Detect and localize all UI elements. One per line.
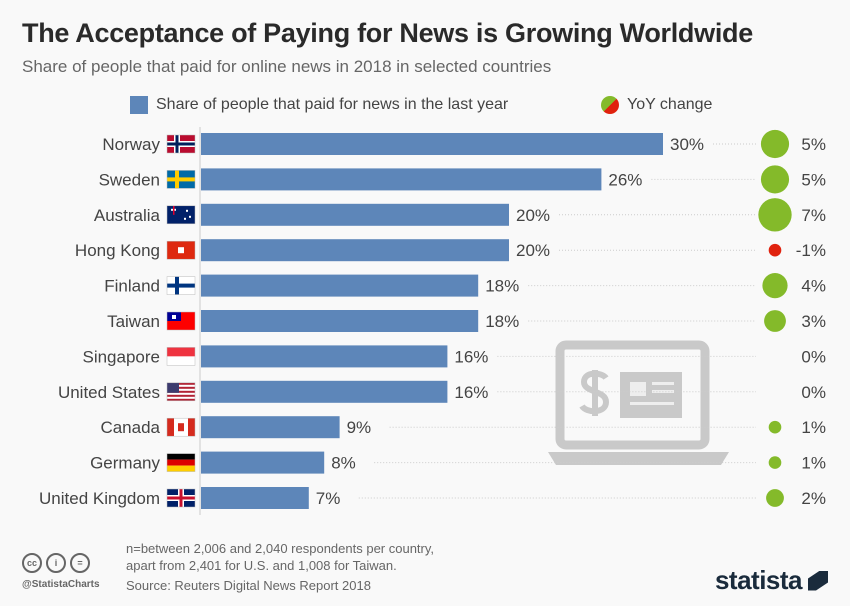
legend-swatch	[130, 96, 148, 114]
bar	[201, 487, 309, 509]
bar-value-label: 8%	[331, 454, 356, 473]
logo-mark-icon	[808, 570, 828, 591]
bar-value-label: 18%	[485, 277, 519, 296]
yoy-label: 1%	[801, 418, 826, 437]
legend-bubbles: YoY change	[601, 96, 712, 114]
legend-bubbles-label: YoY change	[627, 96, 713, 113]
bar-value-label: 16%	[454, 347, 488, 366]
category-label: Sweden	[99, 170, 160, 189]
bar-value-label: 26%	[608, 170, 642, 189]
row-hong-kong: Hong Kong 20% -1%	[75, 239, 826, 262]
bar	[201, 168, 602, 191]
category-label: Norway	[102, 135, 160, 154]
bar-value-label: 20%	[516, 206, 550, 225]
row-germany: Germany 8% 1%	[90, 451, 826, 474]
row-singapore: Singapore 16% 0%	[82, 345, 826, 368]
yoy-label: 0%	[801, 347, 826, 366]
bar	[201, 274, 479, 297]
row-australia: Australia 20% 7%	[94, 198, 826, 232]
flag-icon	[166, 417, 196, 437]
by-icon: i	[46, 553, 66, 573]
flag-icon	[166, 453, 196, 472]
nd-icon: =	[70, 553, 90, 573]
chart-title: The Acceptance of Paying for News is Gro…	[22, 18, 753, 48]
flag-icon	[166, 205, 196, 225]
yoy-label: 0%	[801, 383, 826, 402]
license-icons: cc i =	[22, 553, 90, 573]
bar	[201, 416, 340, 439]
category-label: Canada	[100, 418, 160, 437]
bar-value-label: 7%	[316, 489, 341, 508]
row-canada: Canada 9% 1%	[100, 416, 826, 439]
category-label: Germany	[90, 454, 160, 473]
flag-icon	[166, 488, 196, 508]
bar	[201, 451, 325, 474]
category-label: Singapore	[82, 347, 160, 366]
brand-text: statista	[714, 565, 803, 595]
category-label: United States	[58, 383, 160, 402]
yoy-bubble	[758, 198, 792, 232]
yoy-bubble	[760, 129, 790, 159]
cc-icon: cc	[22, 553, 42, 573]
bar-value-label: 16%	[454, 383, 488, 402]
category-label: Australia	[94, 206, 161, 225]
row-united-kingdom: United Kingdom 7% 2%	[39, 487, 826, 509]
yoy-bubble	[764, 310, 786, 332]
legend-bars: Share of people that paid for news in th…	[130, 96, 508, 114]
bar	[201, 239, 509, 262]
row-sweden: Sweden 26% 5%	[99, 165, 826, 194]
category-label: Finland	[104, 277, 160, 296]
legend-pie-icon	[601, 96, 619, 114]
flag-icon	[166, 276, 196, 295]
row-united-states: United States 16% 0%	[58, 380, 826, 403]
yoy-label: 4%	[801, 277, 826, 296]
yoy-label: -1%	[796, 241, 826, 260]
note-line2: apart from 2,401 for U.S. and 1,008 for …	[126, 558, 397, 573]
chart-subtitle: Share of people that paid for online new…	[22, 57, 552, 76]
bar-value-label: 18%	[485, 312, 519, 331]
yoy-label: 7%	[801, 206, 826, 225]
yoy-label: 5%	[801, 135, 826, 154]
bar-value-label: 20%	[516, 241, 550, 260]
flag-icon	[166, 347, 196, 366]
yoy-bubble	[760, 165, 790, 194]
bar	[201, 380, 448, 403]
category-label: United Kingdom	[39, 489, 160, 508]
flag-icon	[166, 382, 196, 402]
flag-icon	[166, 170, 196, 189]
yoy-bubble	[768, 243, 782, 257]
yoy-label: 1%	[801, 454, 826, 473]
legend-bars-label: Share of people that paid for news in th…	[156, 96, 509, 113]
row-finland: Finland 18% 4%	[104, 273, 826, 299]
bar	[201, 310, 479, 332]
source: Source: Reuters Digital News Report 2018	[126, 578, 371, 593]
yoy-bubble	[766, 489, 784, 507]
note-line1: n=between 2,006 and 2,040 respondents pe…	[126, 541, 435, 556]
row-norway: Norway 30% 5%	[102, 129, 826, 159]
handle: @StatistaCharts	[22, 579, 100, 590]
row-taiwan: Taiwan 18% 3%	[107, 310, 826, 332]
yoy-label: 2%	[801, 489, 826, 508]
statista-logo[interactable]: statista	[715, 565, 828, 596]
yoy-bubble	[768, 456, 782, 469]
yoy-label: 5%	[801, 170, 826, 189]
bar-value-label: 9%	[347, 418, 372, 437]
yoy-bubble	[768, 420, 782, 434]
flag-icon	[166, 134, 196, 154]
bar-value-label: 30%	[670, 135, 704, 154]
flag-icon	[166, 311, 196, 331]
yoy-label: 3%	[801, 312, 826, 331]
category-label: Hong Kong	[75, 241, 160, 260]
flag-icon	[166, 240, 196, 260]
bar	[201, 133, 663, 155]
bar	[201, 203, 509, 226]
laptop-icon	[548, 340, 729, 465]
bar	[201, 345, 448, 368]
category-label: Taiwan	[107, 312, 160, 331]
yoy-bubble	[762, 273, 788, 299]
